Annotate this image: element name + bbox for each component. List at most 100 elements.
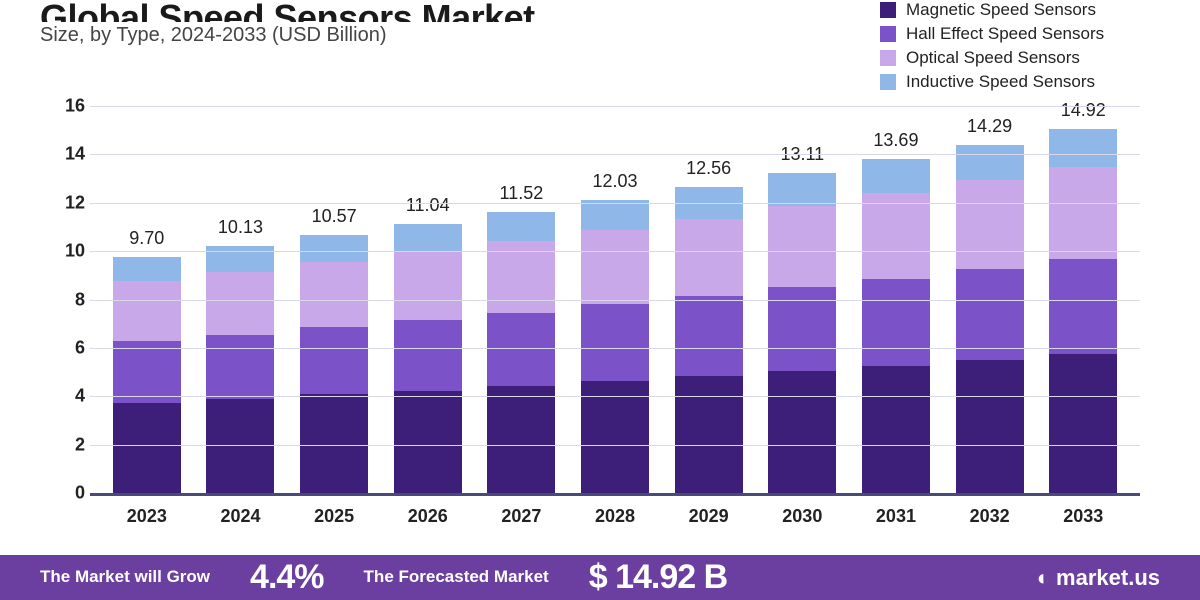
bar-segment (956, 180, 1024, 269)
bar-segment (487, 313, 555, 386)
bar-segment (768, 173, 836, 206)
forecast-label: The Forecasted Market (364, 568, 549, 587)
bar-segment (394, 224, 462, 252)
y-tick-label: 4 (45, 386, 85, 407)
gridline (90, 251, 1140, 252)
x-axis-labels: 2023202420252026202720282029203020312032… (90, 496, 1140, 536)
bar-total-label: 10.13 (218, 217, 263, 238)
bar-segment (394, 320, 462, 391)
bar-segment (675, 219, 743, 296)
bar (487, 212, 555, 493)
x-tick-label: 2025 (287, 496, 381, 536)
gridline (90, 300, 1140, 301)
bar-segment (675, 296, 743, 376)
bar-segment (581, 381, 649, 493)
brand-text: market.us (1056, 565, 1160, 591)
y-tick-label: 0 (45, 483, 85, 504)
legend-swatch (880, 2, 896, 18)
y-tick-label: 2 (45, 434, 85, 455)
bar-segment (487, 212, 555, 241)
bar-segment (394, 391, 462, 493)
legend-label: Optical Speed Sensors (906, 48, 1080, 68)
bar (581, 200, 649, 493)
bar-segment (300, 235, 368, 262)
bar-total-label: 12.56 (686, 158, 731, 179)
x-tick-label: 2032 (943, 496, 1037, 536)
legend-swatch (880, 74, 896, 90)
legend-label: Hall Effect Speed Sensors (906, 24, 1104, 44)
gridline (90, 445, 1140, 446)
bar-total-label: 11.52 (500, 183, 544, 204)
y-tick-label: 12 (45, 192, 85, 213)
y-tick-label: 10 (45, 241, 85, 262)
legend-item: Magnetic Speed Sensors (880, 0, 1160, 20)
bar-total-label: 13.69 (873, 130, 918, 151)
bar-segment (300, 262, 368, 327)
page-title: Global Speed Sensors Market (40, 0, 880, 22)
bar-segment (113, 257, 181, 281)
bar-segment (862, 159, 930, 193)
bar-segment (206, 272, 274, 335)
bar-segment (206, 399, 274, 493)
bar-segment (394, 252, 462, 320)
bar-segment (1049, 259, 1117, 354)
y-tick-label: 8 (45, 289, 85, 310)
bar-total-label: 11.04 (406, 195, 450, 216)
bar-segment (113, 281, 181, 341)
bar-segment (581, 200, 649, 230)
bar-segment (862, 279, 930, 367)
bar-total-label: 14.92 (1061, 100, 1106, 121)
bar (206, 246, 274, 493)
bar-total-label: 12.03 (592, 171, 637, 192)
page-subtitle: Size, by Type, 2024-2033 (USD Billion) (40, 24, 880, 47)
legend-swatch (880, 26, 896, 42)
legend-label: Inductive Speed Sensors (906, 72, 1095, 92)
bar (394, 224, 462, 493)
bar-segment (862, 366, 930, 493)
bar (1049, 129, 1117, 493)
bar-segment (113, 403, 181, 493)
forecast-value: $ 14.92 B (589, 558, 727, 597)
legend-item: Optical Speed Sensors (880, 48, 1160, 68)
brand-icon: ◐ (1037, 565, 1050, 591)
x-tick-label: 2026 (381, 496, 475, 536)
bar-segment (1049, 129, 1117, 167)
grow-label: The Market will Grow (40, 568, 210, 587)
title-block: Global Speed Sensors Market Size, by Typ… (40, 0, 880, 47)
bar (956, 145, 1024, 493)
gridline (90, 396, 1140, 397)
y-tick-label: 14 (45, 144, 85, 165)
gridline (90, 154, 1140, 155)
bar-segment (113, 341, 181, 403)
bar (862, 159, 930, 493)
gridline (90, 348, 1140, 349)
brand-logo: ◐ market.us (1037, 565, 1160, 591)
x-tick-label: 2031 (849, 496, 943, 536)
bar (675, 187, 743, 493)
bar-segment (1049, 167, 1117, 259)
bar-total-label: 9.70 (129, 228, 164, 249)
legend-label: Magnetic Speed Sensors (906, 0, 1096, 20)
bar-segment (768, 371, 836, 493)
bar-segment (581, 304, 649, 381)
bar-segment (956, 145, 1024, 180)
y-tick-label: 6 (45, 337, 85, 358)
chart: 9.7010.1310.5711.0411.5212.0312.5613.111… (90, 106, 1140, 536)
plot-area: 9.7010.1310.5711.0411.5212.0312.5613.111… (90, 106, 1140, 496)
bar (300, 235, 368, 493)
cagr-value: 4.4% (250, 558, 324, 597)
bar-segment (581, 230, 649, 304)
bar-segment (487, 241, 555, 312)
legend-item: Hall Effect Speed Sensors (880, 24, 1160, 44)
bar-segment (300, 327, 368, 394)
x-tick-label: 2033 (1036, 496, 1130, 536)
bar-segment (1049, 354, 1117, 493)
legend-item: Inductive Speed Sensors (880, 72, 1160, 92)
x-tick-label: 2029 (662, 496, 756, 536)
bar-segment (487, 386, 555, 493)
bar-segment (956, 360, 1024, 493)
x-tick-label: 2028 (568, 496, 662, 536)
footer-banner: The Market will Grow 4.4% The Forecasted… (0, 555, 1200, 600)
bar-segment (206, 246, 274, 272)
bar-total-label: 10.57 (312, 206, 357, 227)
